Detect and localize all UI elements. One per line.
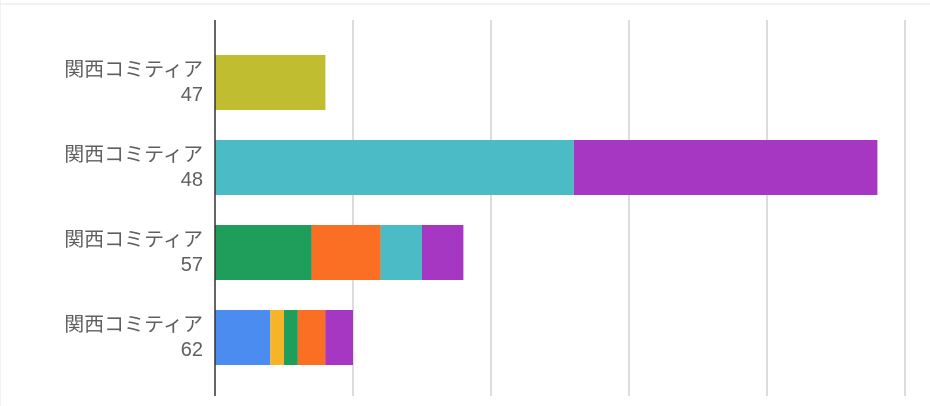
bar-segment bbox=[215, 140, 574, 195]
y-tick-label: 62 bbox=[181, 339, 203, 361]
bar-segment bbox=[311, 225, 381, 280]
y-tick-label: 関西コミティア bbox=[64, 314, 203, 336]
y-tick-label: 関西コミティア bbox=[64, 229, 203, 251]
y-tick-label: 57 bbox=[181, 254, 203, 276]
bar-segment bbox=[380, 225, 422, 280]
bar-segment bbox=[422, 225, 464, 280]
bar-segment bbox=[215, 55, 326, 110]
y-tick-label: 47 bbox=[181, 84, 203, 106]
bar-segment bbox=[325, 310, 353, 365]
bar-segment bbox=[215, 225, 312, 280]
bar-segment bbox=[297, 310, 326, 365]
y-tick-label: 関西コミティア bbox=[64, 59, 203, 81]
bar-segment bbox=[573, 140, 878, 195]
y-tick-label: 関西コミティア bbox=[64, 144, 203, 166]
y-tick-label: 48 bbox=[181, 169, 203, 191]
bar-segment bbox=[270, 310, 284, 365]
bar-segment bbox=[215, 310, 271, 365]
bar-segment bbox=[284, 310, 298, 365]
